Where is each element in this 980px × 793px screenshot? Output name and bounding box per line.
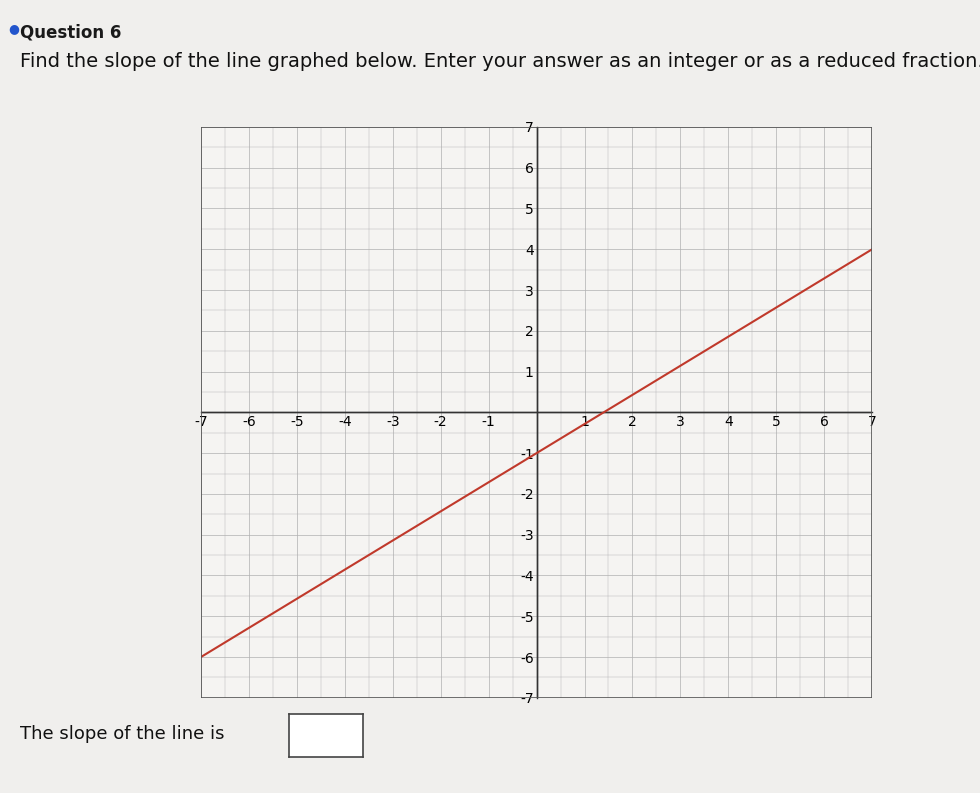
Text: The slope of the line is: The slope of the line is xyxy=(20,725,224,742)
Text: ●: ● xyxy=(8,22,19,35)
Text: Find the slope of the line graphed below. Enter your answer as an integer or as : Find the slope of the line graphed below… xyxy=(20,52,980,71)
Text: Question 6: Question 6 xyxy=(20,24,121,42)
